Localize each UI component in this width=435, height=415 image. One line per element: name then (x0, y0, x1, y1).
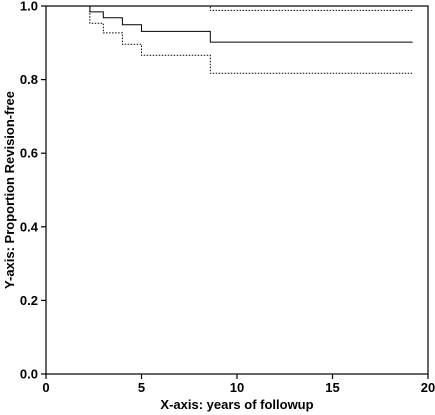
survival-estimate-line (46, 5, 413, 43)
x-tick-label: 20 (421, 380, 435, 395)
y-tick-label: 0.2 (20, 293, 38, 308)
y-tick-label: 1.0 (20, 0, 38, 14)
x-tick-label: 0 (42, 380, 49, 395)
y-tick-label: 0.8 (20, 72, 38, 87)
x-tick-label: 10 (230, 380, 244, 395)
y-tick-label: 0.4 (20, 219, 39, 234)
plot-frame (45, 5, 429, 375)
x-tick-label: 15 (325, 380, 339, 395)
plot-area: 0 5 10 15 20 0.0 0.2 0.4 0.6 0.8 1.0 (20, 0, 435, 395)
y-axis-title: Y-axis: Proportion Revision-free (2, 91, 17, 289)
x-tick-label: 5 (138, 380, 145, 395)
y-tick-label: 0.6 (20, 146, 38, 161)
y-tick-label: 0.0 (20, 367, 38, 382)
confidence-bound-line (46, 5, 413, 74)
x-axis-title: X-axis: years of followup (160, 397, 313, 412)
confidence-bound-line (46, 5, 413, 11)
